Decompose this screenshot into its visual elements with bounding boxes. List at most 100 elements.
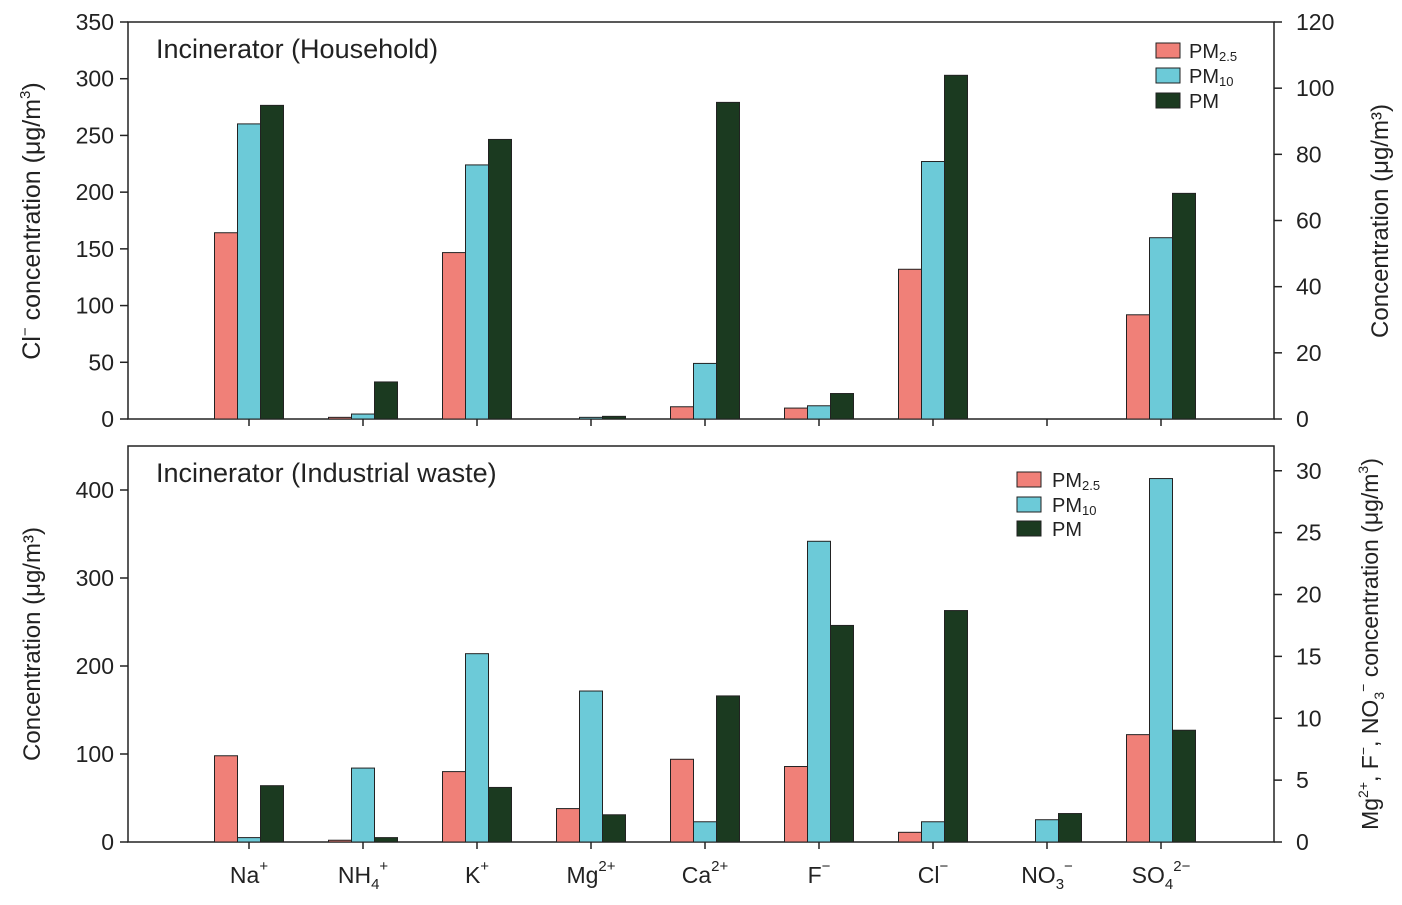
left-tick-label: 0 bbox=[101, 406, 114, 432]
top-legend: PM2.5 PM10 PM bbox=[1155, 41, 1237, 113]
bottom-panel-ticks: 0 100 200 300 400 0 5 10 15 20 25 30 bbox=[76, 458, 1322, 855]
x-label-6: Cl− bbox=[918, 858, 949, 888]
legend-swatch-pm25 bbox=[1016, 471, 1042, 488]
top-left-axis-label: Cl− concentration (μg/m3) bbox=[17, 82, 46, 359]
bar-pm-4 bbox=[716, 101, 740, 420]
bar-pm10-8 bbox=[1149, 237, 1173, 420]
bar-pm-3 bbox=[602, 814, 626, 843]
legend-label-pm: PM bbox=[1189, 91, 1219, 113]
top-panel-household: Incinerator (Household) Cl− concentratio… bbox=[17, 9, 1394, 432]
right-tick-label: 10 bbox=[1296, 705, 1322, 731]
bar-pm25-1 bbox=[328, 839, 352, 843]
bar-pm10-5 bbox=[807, 405, 831, 420]
top-panel-ticks: 0 50 100 150 200 250 300 350 0 20 40 60 80 100 120 bbox=[76, 9, 1335, 432]
bar-pm-3 bbox=[602, 415, 626, 420]
bar-pm-5 bbox=[830, 393, 854, 420]
top-panel-frame bbox=[127, 21, 1275, 420]
bar-pm10-6 bbox=[921, 161, 945, 420]
bar-pm-1 bbox=[374, 381, 398, 420]
bar-pm-6 bbox=[944, 74, 968, 420]
right-tick-label: 5 bbox=[1296, 767, 1309, 793]
bottom-legend: PM2.5 PM10 PM bbox=[1016, 470, 1100, 541]
bottom-panel-title: Incinerator (Industrial waste) bbox=[156, 458, 497, 488]
right-tick-label: 0 bbox=[1296, 829, 1309, 855]
right-tick-label: 0 bbox=[1296, 406, 1309, 432]
right-tick-label: 15 bbox=[1296, 643, 1322, 669]
right-tick-label: 40 bbox=[1296, 274, 1322, 300]
bar-pm10-1 bbox=[351, 413, 375, 420]
bottom-panel-industrial: Incinerator (Industrial waste) Concentra… bbox=[19, 445, 1387, 855]
bottom-right-axis-label: Mg2+, F−, NO3− concentration (μg/m3) bbox=[1355, 458, 1387, 830]
bar-pm25-5 bbox=[784, 766, 808, 843]
right-tick-label: 20 bbox=[1296, 340, 1322, 366]
bar-pm10-3 bbox=[579, 690, 603, 843]
right-tick-label: 30 bbox=[1296, 458, 1322, 484]
bar-pm25-8 bbox=[1126, 734, 1150, 843]
bar-pm10-0 bbox=[237, 123, 261, 420]
bar-pm-8 bbox=[1172, 729, 1196, 843]
x-label-1: NH4+ bbox=[338, 858, 389, 893]
bar-pm25-5 bbox=[784, 407, 808, 420]
bar-pm-7 bbox=[1058, 813, 1082, 843]
x-label-7: NO3− bbox=[1021, 858, 1073, 893]
x-label-5: F− bbox=[808, 858, 831, 888]
bar-pm25-0 bbox=[214, 232, 238, 420]
bar-pm-0 bbox=[260, 785, 284, 843]
legend-label-pm10: PM10 bbox=[1189, 66, 1233, 89]
bar-pm25-4 bbox=[670, 406, 694, 420]
bar-pm25-6 bbox=[898, 268, 922, 420]
bar-pm10-3 bbox=[579, 416, 603, 420]
x-label-8: SO42− bbox=[1132, 858, 1191, 893]
bar-pm-2 bbox=[488, 786, 512, 843]
right-tick-label: 120 bbox=[1296, 9, 1334, 35]
x-label-2: K+ bbox=[465, 858, 489, 888]
legend-swatch-pm10 bbox=[1016, 496, 1042, 513]
bar-pm-8 bbox=[1172, 192, 1196, 420]
left-tick-label: 300 bbox=[76, 66, 114, 92]
bar-pm10-1 bbox=[351, 767, 375, 843]
x-label-4: Ca2+ bbox=[682, 858, 729, 888]
bar-pm-2 bbox=[488, 138, 512, 420]
bar-pm25-3 bbox=[556, 808, 580, 843]
top-panel-bars bbox=[214, 74, 1196, 420]
legend-label-pm25: PM2.5 bbox=[1052, 470, 1100, 493]
bar-pm-1 bbox=[374, 837, 398, 843]
right-tick-label: 20 bbox=[1296, 582, 1322, 608]
legend-swatch-pm10 bbox=[1155, 67, 1181, 84]
bar-pm25-4 bbox=[670, 758, 694, 843]
legend-swatch-pm bbox=[1016, 520, 1042, 537]
right-tick-label: 25 bbox=[1296, 520, 1322, 546]
bar-pm10-2 bbox=[465, 653, 489, 843]
x-label-3: Mg2+ bbox=[566, 858, 615, 888]
legend-swatch-pm25 bbox=[1155, 42, 1181, 59]
right-tick-label: 100 bbox=[1296, 75, 1334, 101]
bar-pm10-2 bbox=[465, 164, 489, 420]
left-tick-label: 100 bbox=[76, 741, 114, 767]
left-tick-label: 200 bbox=[76, 179, 114, 205]
bar-pm-6 bbox=[944, 610, 968, 843]
top-panel-title: Incinerator (Household) bbox=[156, 34, 438, 64]
bottom-panel-bars bbox=[214, 478, 1196, 843]
left-tick-label: 100 bbox=[76, 293, 114, 319]
bar-pm25-2 bbox=[442, 771, 466, 843]
legend-swatch-pm bbox=[1155, 92, 1181, 109]
top-right-axis-label: Concentration (μg/m³) bbox=[1367, 104, 1394, 338]
legend-label-pm: PM bbox=[1052, 519, 1082, 541]
bar-pm-4 bbox=[716, 695, 740, 843]
left-tick-label: 0 bbox=[101, 829, 114, 855]
bar-pm-0 bbox=[260, 104, 284, 420]
bar-pm25-8 bbox=[1126, 314, 1150, 420]
bottom-panel-frame bbox=[127, 445, 1275, 843]
bar-pm10-5 bbox=[807, 540, 831, 843]
bar-pm25-2 bbox=[442, 252, 466, 420]
left-tick-label: 250 bbox=[76, 122, 114, 148]
left-tick-label: 150 bbox=[76, 236, 114, 262]
bar-pm25-1 bbox=[328, 416, 352, 420]
bar-pm25-6 bbox=[898, 831, 922, 843]
legend-label-pm25: PM2.5 bbox=[1189, 41, 1237, 64]
bar-pm10-4 bbox=[693, 362, 717, 420]
legend-label-pm10: PM10 bbox=[1052, 495, 1096, 518]
bar-pm10-8 bbox=[1149, 478, 1173, 843]
bar-pm10-6 bbox=[921, 821, 945, 843]
